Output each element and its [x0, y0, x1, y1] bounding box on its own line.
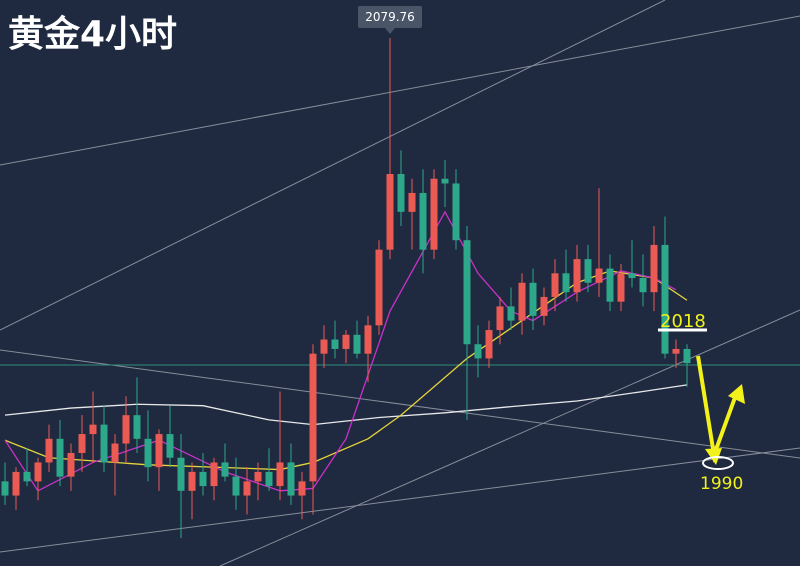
candle-body — [78, 434, 86, 453]
candle-body — [573, 259, 581, 293]
candle-body — [144, 438, 152, 468]
candle-body — [474, 344, 482, 359]
candle-body — [34, 462, 42, 482]
chart-title: 黄金4小时 — [8, 13, 177, 55]
candle-body — [276, 462, 284, 487]
candle-body — [650, 244, 658, 293]
candle-body — [595, 268, 603, 283]
trendline — [219, 309, 800, 566]
candle-body — [628, 273, 636, 279]
candle-body — [364, 325, 372, 354]
candle-body — [452, 183, 460, 241]
annotation: 1990 — [700, 474, 743, 494]
candle-body — [254, 471, 262, 482]
candle-body — [353, 334, 361, 354]
annotation: 2018 — [660, 311, 706, 332]
target-ellipse — [702, 456, 734, 470]
trendline — [0, 0, 666, 331]
candle-body — [331, 339, 339, 349]
candle-body — [606, 268, 614, 302]
candle-body — [485, 330, 493, 359]
candle-body — [155, 434, 163, 468]
candle-body — [12, 471, 20, 496]
candle-body — [287, 462, 295, 496]
candle-body — [199, 471, 207, 487]
candle-body — [529, 282, 537, 316]
trendline — [0, 447, 800, 553]
plot — [1, 38, 691, 539]
candle-body — [562, 273, 570, 293]
candle-body — [408, 192, 416, 212]
candle-body — [1, 481, 9, 496]
peak-label: 2079.76 — [365, 10, 415, 24]
candle-body — [122, 415, 130, 444]
peak-label-box — [358, 6, 422, 29]
candle-body — [45, 438, 53, 463]
candle-body — [232, 476, 240, 496]
candle-body — [419, 192, 427, 250]
candle-body — [111, 443, 119, 463]
candle-body — [342, 334, 350, 349]
candle-body — [177, 457, 185, 491]
candle-body — [166, 434, 174, 458]
arrow-head — [728, 384, 745, 404]
candle-body — [100, 424, 108, 463]
candle-body — [639, 278, 647, 293]
candle-body — [188, 471, 196, 491]
candle-body — [298, 481, 306, 496]
candle-body — [683, 348, 691, 364]
candle-body — [221, 462, 229, 477]
candle-body — [672, 348, 680, 354]
candle-body — [210, 462, 218, 487]
peak-label-pointer — [385, 28, 395, 35]
candle-body — [265, 471, 273, 487]
candle-body — [430, 178, 438, 250]
candle-body — [320, 339, 328, 354]
candle-body — [89, 424, 97, 435]
candle-body — [540, 296, 548, 316]
trendline — [0, 15, 800, 166]
candle-body — [441, 178, 449, 184]
candle-body — [617, 273, 625, 302]
candle-body — [133, 415, 141, 439]
candle-body — [67, 452, 75, 477]
candle-body — [496, 306, 504, 331]
candle-body — [661, 244, 669, 354]
candle-body — [56, 438, 64, 477]
candle-body — [309, 353, 317, 482]
candle-body — [507, 306, 515, 321]
candle-body — [518, 282, 526, 321]
candle-body — [397, 174, 405, 212]
candle-body — [551, 273, 559, 297]
candle-body — [375, 249, 383, 326]
candle-body — [23, 471, 31, 482]
candle-body — [584, 259, 592, 283]
candle-body — [386, 174, 394, 250]
candle-body — [463, 240, 471, 345]
candle-body — [243, 481, 251, 496]
trendline — [0, 349, 800, 459]
